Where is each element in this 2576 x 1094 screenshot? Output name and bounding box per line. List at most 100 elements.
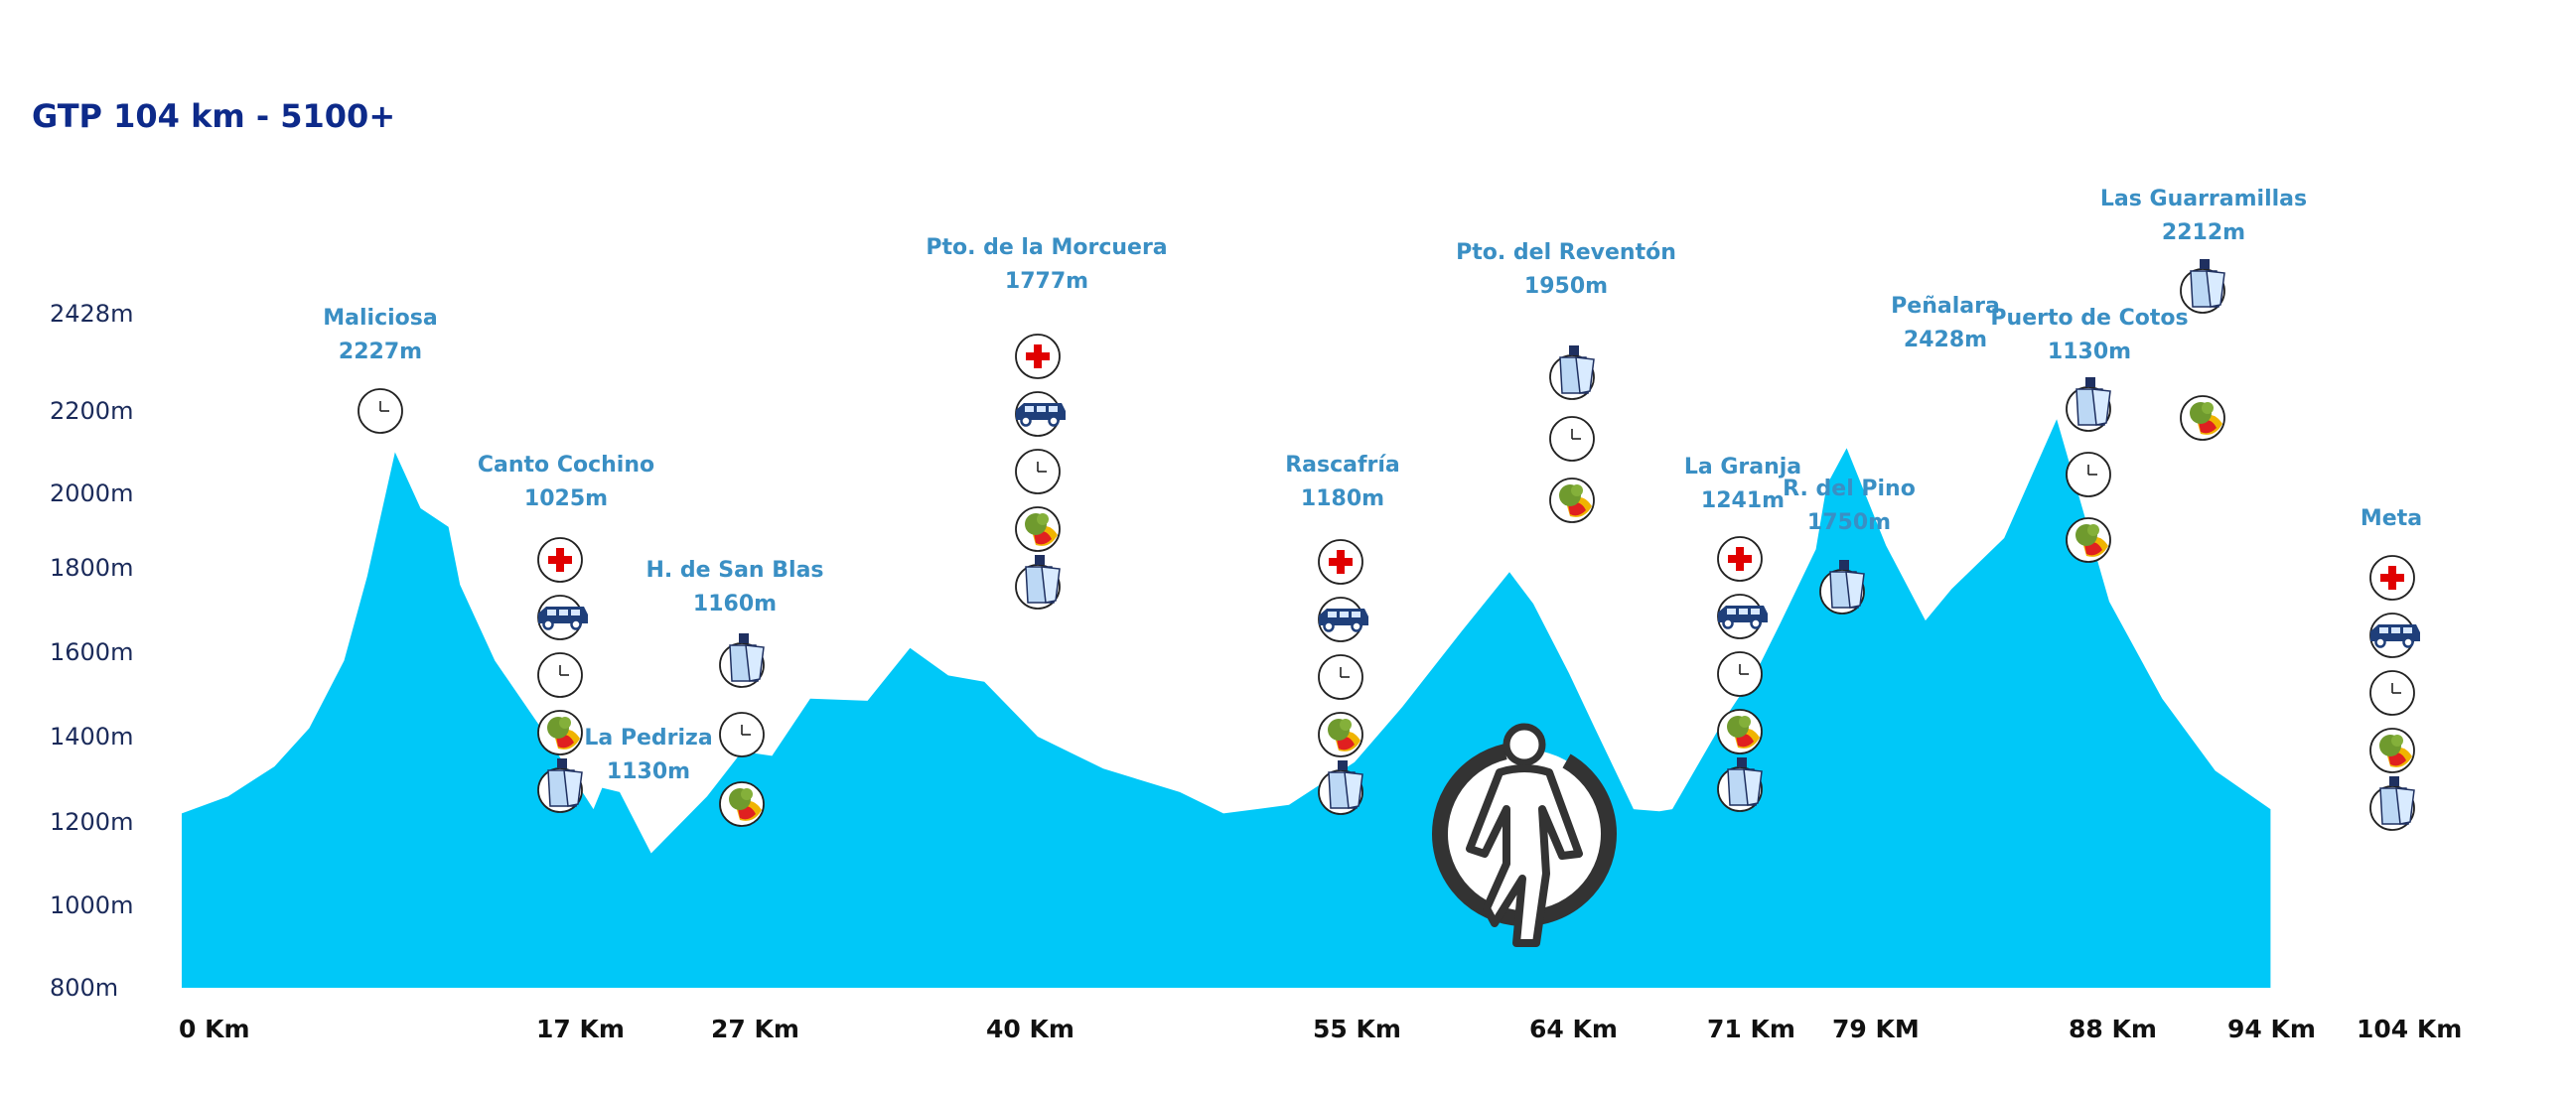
x-tick-label: 40 Km — [986, 1015, 1074, 1043]
water-icon — [719, 633, 765, 688]
waypoint-name: Canto Cochino — [478, 453, 654, 478]
food-icon — [2066, 517, 2111, 563]
food-icon — [2180, 395, 2225, 441]
waypoint-name: Las Guarramillas — [2100, 187, 2307, 211]
logo-ring — [1432, 742, 1617, 926]
x-tick-label: 94 Km — [2227, 1015, 2316, 1043]
food-icon — [1717, 709, 1763, 754]
waypoint-name: Rascafría — [1285, 453, 1400, 478]
waypoint-elevation: 1130m — [607, 759, 690, 784]
food-icon — [1549, 478, 1595, 523]
van-icon — [537, 595, 588, 640]
waypoint-elevation: 1950m — [1524, 274, 1608, 299]
waypoint-name: La Pedriza — [584, 726, 712, 751]
van-icon — [1318, 597, 1368, 642]
runner-figure — [1466, 764, 1583, 947]
waypoint-elevation: 1160m — [693, 592, 777, 616]
waypoint-name: Peñalara — [1891, 294, 2000, 319]
food-icon — [1015, 506, 1061, 552]
waypoint-elevation: 1180m — [1301, 486, 1384, 511]
waypoint-name: Meta — [2361, 506, 2422, 531]
van-icon — [2369, 613, 2420, 658]
waypoint: La Granja 1241m — [1684, 455, 1801, 812]
medical-cross-icon — [1318, 539, 1363, 585]
waypoint-elevation: 1130m — [2048, 340, 2131, 364]
waypoint: R. del Pino 1750m — [1783, 477, 1916, 615]
y-tick-label: 1000m — [50, 891, 133, 919]
waypoint: Puerto de Cotos 1130m — [1990, 306, 2189, 563]
food-icon — [719, 781, 765, 827]
medical-cross-icon — [1717, 536, 1763, 582]
waypoint: Pto. del Reventón 1950m — [1456, 240, 1676, 523]
x-tick-label: 17 Km — [536, 1015, 625, 1043]
clock-icon — [1318, 654, 1363, 700]
waypoint-elevation: 2212m — [2162, 220, 2245, 245]
x-tick-label: 79 KM — [1832, 1015, 1920, 1043]
waypoint-elevation: 2428m — [1904, 328, 1987, 352]
waypoint: Canto Cochino 1025m — [478, 453, 654, 813]
y-tick-label: 1800m — [50, 554, 133, 582]
water-icon — [2180, 259, 2225, 314]
water-icon — [1318, 760, 1363, 815]
x-tick-label: 64 Km — [1529, 1015, 1618, 1043]
y-tick-label: 1200m — [50, 808, 133, 836]
x-tick-label: 71 Km — [1707, 1015, 1795, 1043]
medical-cross-icon — [2369, 555, 2415, 601]
waypoint-elevation: 1750m — [1807, 510, 1891, 535]
waypoint-name: H. de San Blas — [645, 558, 823, 583]
y-tick-label: 1600m — [50, 638, 133, 666]
clock-icon — [1717, 651, 1763, 697]
water-icon — [1819, 560, 1865, 615]
medical-cross-icon — [537, 537, 583, 583]
x-tick-label: 0 Km — [179, 1015, 250, 1043]
van-icon — [1015, 391, 1066, 437]
waypoint-elevation: 1777m — [1005, 269, 1088, 294]
waypoint-name: Pto. de la Morcuera — [926, 235, 1167, 260]
x-axis: 0 Km 17 Km 27 Km 40 Km 55 Km 64 Km 71 Km 79 KM 8… — [179, 1015, 2462, 1043]
y-tick-label: 2200m — [50, 397, 133, 425]
waypoint: Maliciosa 2227m — [323, 306, 438, 434]
waypoint-name: Pto. del Reventón — [1456, 240, 1676, 265]
van-icon — [1717, 594, 1768, 639]
water-icon — [1717, 757, 1763, 812]
clock-icon — [719, 712, 765, 757]
waypoints: Maliciosa 2227m Canto Cochino 1025m La Pedri… — [323, 187, 2422, 831]
waypoint-elevation: 1025m — [524, 486, 608, 511]
y-tick-label: 800m — [50, 974, 118, 1002]
clock-icon — [1549, 416, 1595, 462]
water-icon — [1549, 345, 1595, 400]
x-tick-label: 27 Km — [711, 1015, 799, 1043]
waypoint: Pto. de la Morcuera 1777m — [926, 235, 1168, 610]
waypoint-elevation: 1241m — [1701, 488, 1785, 513]
waypoint-name: R. del Pino — [1783, 477, 1916, 501]
chart-title: GTP 104 km - 5100+ — [32, 97, 395, 135]
waypoint: H. de San Blas 1160m — [645, 558, 824, 827]
waypoint-elevation: 2227m — [339, 340, 422, 364]
water-icon — [2369, 776, 2415, 831]
waypoint: La Pedriza 1130m — [584, 726, 712, 784]
y-tick-label: 2000m — [50, 479, 133, 507]
clock-icon — [2369, 670, 2415, 716]
clock-icon — [537, 652, 583, 698]
medical-cross-icon — [1015, 334, 1061, 379]
x-tick-label: 88 Km — [2069, 1015, 2157, 1043]
runner-head — [1503, 723, 1546, 766]
runner-logo — [1432, 723, 1617, 947]
clock-icon — [2066, 452, 2111, 497]
waypoint: Rascafría 1180m — [1285, 453, 1400, 815]
profile-layer — [182, 419, 2271, 988]
waypoint: Meta — [2361, 506, 2422, 831]
y-tick-label: 1400m — [50, 723, 133, 751]
waypoint: Peñalara 2428m — [1891, 294, 2000, 352]
elevation-area — [182, 419, 2271, 988]
water-icon — [2066, 377, 2111, 432]
food-icon — [2369, 728, 2415, 773]
water-icon — [537, 758, 583, 813]
x-tick-label: 55 Km — [1313, 1015, 1401, 1043]
x-tick-label: 104 Km — [2357, 1015, 2462, 1043]
y-tick-label: 2428m — [50, 300, 133, 328]
waypoint-name: Puerto de Cotos — [1990, 306, 2188, 331]
food-icon — [1318, 712, 1363, 757]
y-axis: 800m 1000m 1200m 1400m 1600m 1800m 2000m 2200m 2… — [50, 300, 133, 1002]
